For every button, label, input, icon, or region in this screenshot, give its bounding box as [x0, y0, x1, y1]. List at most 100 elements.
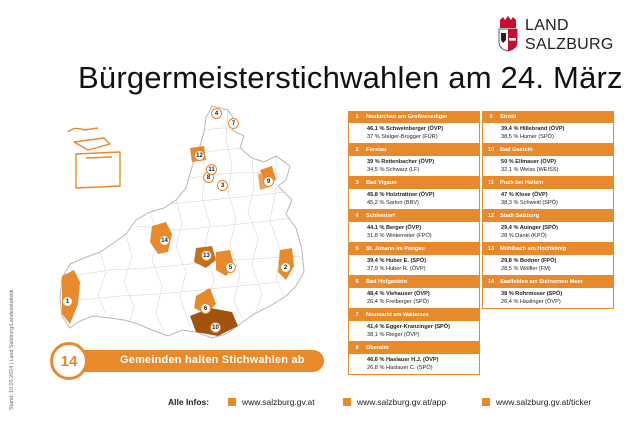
result-entry: 5 St. Johann im Pongau 39,4 % Huber E. (…: [348, 243, 480, 276]
entry-number: 8: [355, 345, 359, 351]
map-marker: 12: [194, 150, 205, 161]
entry-municipality: Mühlbach am Hochkönig: [500, 246, 567, 252]
entry-municipality: Stadt Salzburg: [500, 213, 540, 219]
entry-header: 5 St. Johann im Pongau: [348, 243, 480, 255]
info-label: Alle Infos:: [168, 397, 210, 407]
map-marker: 13: [201, 250, 212, 261]
entry-result-second: 38,5 % Humer (SPÖ): [501, 133, 554, 140]
link-text[interactable]: www.salzburg.gv.at/ticker: [496, 397, 592, 407]
map-marker: 2: [280, 262, 291, 273]
entry-result-first: 46,1 % Schweinberger (ÖVP): [367, 126, 444, 132]
entry-municipality: Forstau: [366, 147, 387, 153]
summary-text: Gemeinden halten Stichwahlen ab: [120, 354, 305, 366]
entry-number: 12: [487, 213, 495, 219]
entry-municipality: Strobl: [500, 114, 517, 120]
entry-header: 2 Forstau: [348, 144, 480, 156]
entry-body: 45,8 % Holztrattner (ÖVP) 45,2 % Sartori…: [348, 189, 480, 210]
entry-result-first: 38 % Rohrmoser (SPÖ): [501, 291, 563, 297]
info-link-website[interactable]: www.salzburg.gv.at: [228, 395, 315, 409]
entry-municipality: Neukirchen am Großvenediger: [366, 114, 448, 120]
result-entry: 11 Puch bei Hallein 47 % Klose (ÖVP) 38,…: [482, 177, 614, 210]
entry-result-second: 38,3 % Schweitl (SPÖ): [501, 199, 558, 206]
entry-number: 2: [355, 147, 359, 153]
result-entry: 12 Stadt Salzburg 29,4 % Auinger (SPÖ) 2…: [482, 210, 614, 243]
result-entry: 14 Saalfelden am Steinernen Meer 38 % Ro…: [482, 276, 614, 309]
entry-body: 44,1 % Berger (ÖVP) 31,8 % Winterreiter …: [348, 222, 480, 243]
entry-result-first: 48,4 % Viehauser (ÖVP): [367, 291, 430, 297]
entry-result-second: 38,1 % Rieger (ÖVP): [367, 331, 420, 338]
entry-number: 1: [355, 114, 359, 120]
map-marker: 5: [225, 262, 236, 273]
entry-result-first: 29,8 % Bodner (FPÖ): [501, 258, 557, 264]
entry-body: 47 % Klose (ÖVP) 38,3 % Schweitl (SPÖ): [482, 189, 614, 210]
entry-municipality: Bad Vigaun: [366, 180, 397, 186]
link-bullet-icon: [482, 398, 490, 406]
entry-body: 48,4 % Viehauser (ÖVP) 26,4 % Freiberger…: [348, 288, 480, 309]
entry-result-first: 41,4 % Egger-Kranzinger (SPÖ): [367, 324, 450, 330]
entry-result-first: 29,4 % Auinger (SPÖ): [501, 225, 558, 231]
entry-result-second: 34,5 % Schwarz (LF): [367, 166, 420, 173]
map-marker: 7: [228, 118, 239, 129]
entry-number: 4: [355, 213, 359, 219]
entry-municipality: Puch bei Hallein: [500, 180, 544, 186]
entry-result-second: 37,9 % Huber R. (ÖVP): [367, 265, 426, 272]
entry-municipality: Oberalm: [366, 345, 389, 351]
entry-number: 9: [489, 114, 493, 120]
result-entry: 6 Bad Hofgastein 48,4 % Viehauser (ÖVP) …: [348, 276, 480, 309]
map-marker: 10: [210, 322, 221, 333]
entry-header: 4 Schleedorf: [348, 210, 480, 222]
entry-number: 11: [488, 180, 494, 186]
land-salzburg-logo: LAND SALZBURG: [497, 14, 629, 58]
link-text[interactable]: www.salzburg.gv.at/app: [357, 397, 447, 407]
entry-result-first: 39,4 % Huber E. (SPÖ): [367, 258, 427, 264]
summary-count: 14: [50, 342, 88, 380]
map-marker: 1: [62, 296, 73, 307]
entry-header: 8 Oberalm: [348, 342, 480, 354]
entry-body: 50 % Ellmauer (ÖVP) 32,1 % Weiss (WEISS): [482, 156, 614, 177]
salzburg-crest-icon: [498, 16, 518, 52]
map-marker: 6: [200, 303, 211, 314]
entry-result-first: 44,1 % Berger (ÖVP): [367, 225, 422, 231]
entry-body: 38 % Rohrmoser (SPÖ) 26,4 % Haslinger (Ö…: [482, 288, 614, 309]
entry-result-second: 31,8 % Winterreiter (FPÖ): [367, 232, 432, 239]
entry-municipality: St. Johann im Pongau: [366, 246, 425, 252]
entry-body: 39,4 % Huber E. (SPÖ) 37,9 % Huber R. (Ö…: [348, 255, 480, 276]
entry-result-first: 46,6 % Haslauer H.J. (ÖVP): [367, 357, 439, 363]
entry-number: 7: [355, 312, 359, 318]
result-entry: 2 Forstau 39 % Rettenbacher (ÖVP) 34,5 %…: [348, 144, 480, 177]
entry-result-second: 45,2 % Sartori (BBV): [367, 199, 419, 206]
map-marker: 11: [206, 164, 217, 175]
entry-header: 10 Bad Gastein: [482, 144, 614, 156]
info-link-ticker[interactable]: www.salzburg.gv.at/ticker: [482, 395, 591, 409]
entry-header: 12 Stadt Salzburg: [482, 210, 614, 222]
source-credit: Stand: 10.03.2024 | Land Salzburg/Landes…: [9, 289, 15, 410]
entry-municipality: Schleedorf: [366, 213, 395, 219]
entry-result-second: 26,8 % Haslauer C. (SPÖ): [367, 364, 433, 371]
entry-number: 14: [487, 279, 495, 285]
entry-municipality: Bad Gastein: [500, 147, 533, 153]
result-entry: 7 Neumarkt am Wallersee 41,4 % Egger-Kra…: [348, 309, 480, 342]
result-entry: 1 Neukirchen am Großvenediger 46,1 % Sch…: [348, 111, 480, 144]
summary-banner: Gemeinden halten Stichwahlen ab 14: [50, 342, 324, 380]
result-entry: 13 Mühlbach am Hochkönig 29,8 % Bodner (…: [482, 243, 614, 276]
entry-result-second: 37 % Steiger-Brugger (FÜR): [367, 133, 438, 140]
entry-result-second: 28,5 % Wölfler (FM): [501, 265, 551, 272]
map-marker: 14: [159, 235, 170, 246]
result-entry: 9 Strobl 39,4 % Hillebrand (ÖVP) 38,5 % …: [482, 111, 614, 144]
entry-result-second: 26,4 % Freiberger (SPÖ): [367, 298, 429, 305]
result-entry: 10 Bad Gastein 50 % Ellmauer (ÖVP) 32,1 …: [482, 144, 614, 177]
entry-municipality: Saalfelden am Steinernen Meer: [500, 279, 583, 285]
info-link-app[interactable]: www.salzburg.gv.at/app: [343, 395, 446, 409]
link-bullet-icon: [228, 398, 236, 406]
entry-result-second: 28 % Dankl (KPÖ): [501, 232, 547, 239]
map-marker: 4: [211, 108, 222, 119]
link-text[interactable]: www.salzburg.gv.at: [242, 397, 315, 407]
entry-header: 13 Mühlbach am Hochkönig: [482, 243, 614, 255]
map-marker: 9: [263, 176, 274, 187]
logo-text-land: LAND: [525, 17, 569, 34]
entry-body: 29,4 % Auinger (SPÖ) 28 % Dankl (KPÖ): [482, 222, 614, 243]
entry-number: 13: [487, 246, 495, 252]
entry-result-second: 32,1 % Weiss (WEISS): [501, 166, 559, 173]
entry-header: 7 Neumarkt am Wallersee: [348, 309, 480, 321]
entry-header: 14 Saalfelden am Steinernen Meer: [482, 276, 614, 288]
